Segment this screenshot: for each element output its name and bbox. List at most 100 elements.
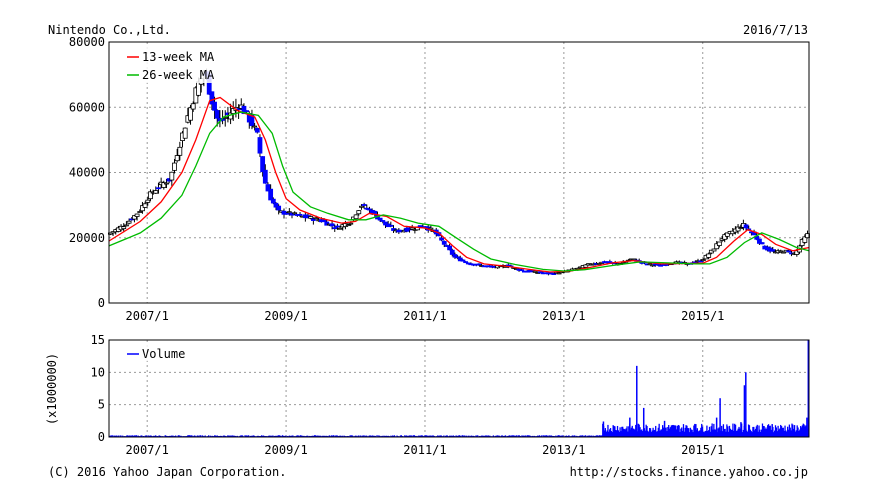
candle-body [455,256,461,259]
candle-body [254,127,260,133]
candle-body [802,236,808,243]
legend-volume-label: Volume [142,347,185,361]
candle-body [647,263,653,265]
candle-body [260,156,266,173]
candle-body [209,91,215,105]
candle-body [457,257,463,262]
candle-body [265,184,271,192]
volume-y-tick-label: 15 [91,333,105,347]
source-url[interactable]: http://stocks.finance.yahoo.co.jp [570,465,808,479]
candle-body [329,223,335,227]
price-y-tick-label: 40000 [69,166,105,180]
candle-body [132,215,137,220]
price-x-axis: 2007/1 2009/1 2011/1 2013/1 2015/1 [126,309,725,323]
candle-body [172,162,177,171]
candle-body [428,227,434,230]
candle-body [361,204,367,206]
candle-body [126,220,132,224]
candle-body [738,227,744,229]
volume-plot-frame [108,339,810,438]
candle-body [140,205,145,212]
candle-body [663,264,669,266]
candle-body [124,224,129,227]
candle-body [292,212,298,215]
candle-body [556,272,562,275]
candle-body [367,208,372,211]
candle-body [212,101,217,111]
candle-body [409,227,415,230]
legend-ma26-label: 26-week MA [142,68,215,82]
candle-body [359,205,364,208]
candle-body [308,216,314,219]
candle-body [145,199,151,203]
volume-grid [109,340,809,437]
candle-body [757,238,762,244]
candle-body [107,232,113,235]
candle-body [177,146,183,156]
candle-body [650,264,655,267]
candle-body [460,259,466,262]
price-legend: 13-week MA 26-week MA [112,45,230,83]
candle-body [781,251,786,254]
candle-body [121,226,127,230]
volume-y-tick-label: 0 [98,430,105,444]
candle-body [700,259,706,261]
candle-body [148,191,153,200]
candle-body [716,241,722,246]
price-x-tick-label: 2015/1 [681,309,724,323]
candle-body [711,248,717,252]
candle-body [759,242,765,245]
candle-body [268,188,274,201]
price-y-tick-label: 80000 [69,35,105,49]
volume-x-axis: 2007/1 2009/1 2011/1 2013/1 2015/1 [126,443,725,457]
candle-body [284,212,290,215]
candle-body [452,254,458,258]
volume-y-axis: 0 5 10 15 [91,333,105,444]
price-grid [109,42,809,303]
price-y-tick-label: 60000 [69,100,105,114]
volume-legend: Volume [112,343,202,361]
volume-x-tick-label: 2015/1 [681,443,724,457]
candle-body [230,108,236,114]
candle-body [134,213,140,217]
candle-body [110,231,116,234]
candle-body [244,110,250,113]
price-plot-frame [108,41,810,304]
candle-body [182,127,188,139]
candle-body [137,211,143,213]
candle-body [724,232,730,237]
candle-body [270,198,276,204]
volume-x-tick-label: 2009/1 [264,443,307,457]
volume-x-tick-label: 2007/1 [126,443,169,457]
candle-body [142,203,148,208]
price-x-tick-label: 2013/1 [542,309,585,323]
candle-body [161,182,167,188]
candle-body [805,233,810,239]
volume-x-tick-label: 2011/1 [403,443,446,457]
candle-body [538,271,543,274]
candle-body [190,103,196,110]
candle-body [439,237,444,241]
candle-body [377,217,383,221]
candle-body [214,110,220,119]
candle-body [337,227,343,230]
candle-body [722,234,728,240]
candle-body [519,269,525,272]
chart-date: 2016/7/13 [743,23,808,37]
candle-body [353,214,359,220]
candle-body [356,210,362,215]
volume-y-tick-label: 10 [91,365,105,379]
candle-body [286,211,292,214]
candle-body [441,241,447,245]
candle-body [655,263,661,266]
candle-body [310,218,316,221]
ma13-line [108,96,810,273]
price-x-tick-label: 2011/1 [403,309,446,323]
candle-body [164,182,169,185]
price-y-tick-label: 20000 [69,231,105,245]
volume-bars [109,340,810,437]
price-y-axis: 0 20000 40000 60000 80000 [69,35,105,310]
candle-body [321,219,327,223]
candle-body [169,171,175,181]
